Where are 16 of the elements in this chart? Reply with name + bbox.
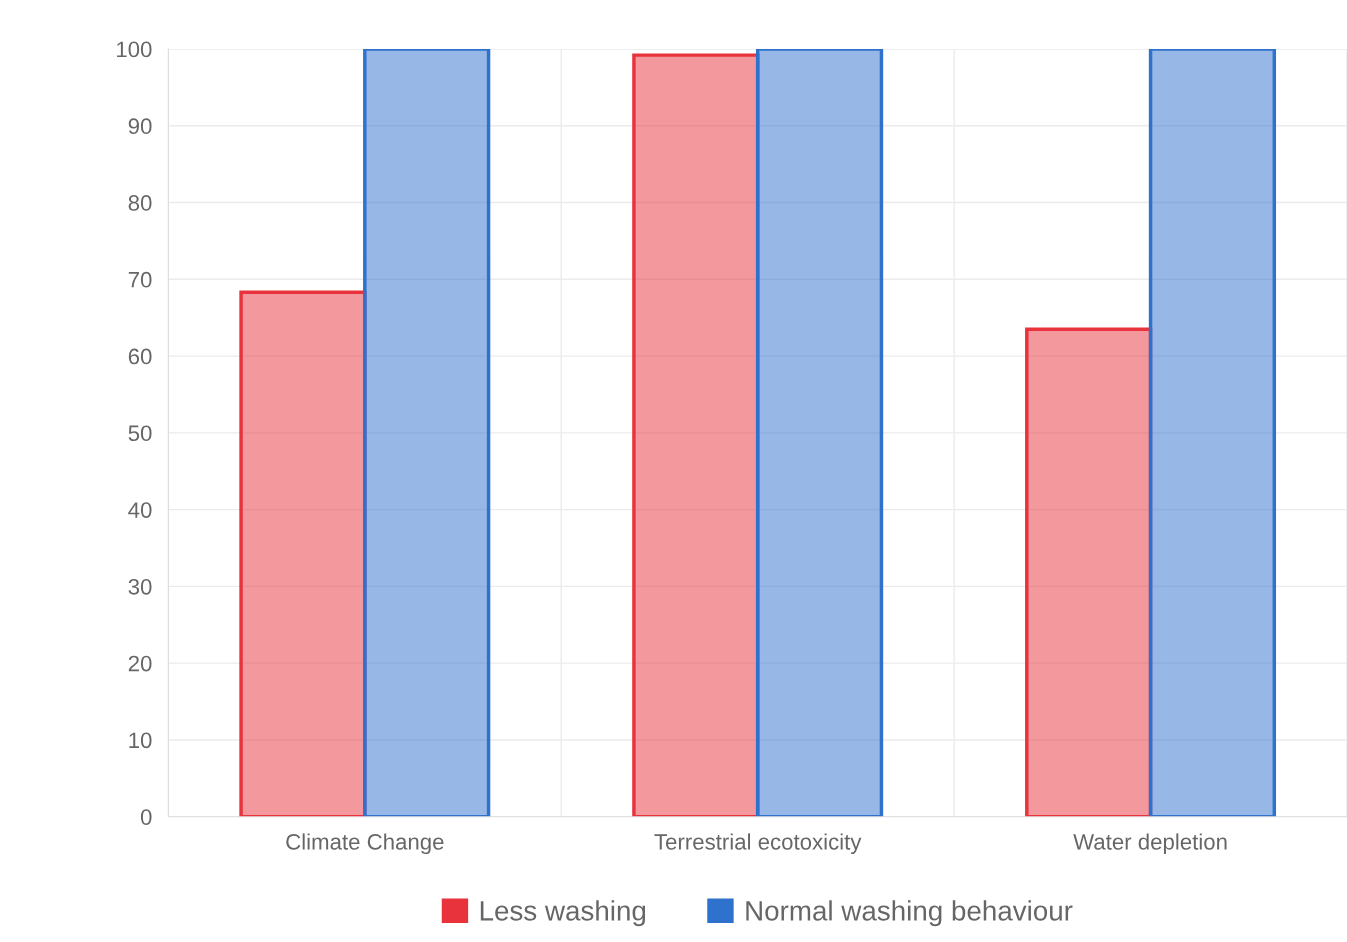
legend-label: Normal washing behaviour — [746, 900, 1073, 927]
y-tick-label: 50 — [128, 425, 152, 442]
y-tick-label: 30 — [128, 578, 152, 595]
y-tick-label: 60 — [128, 348, 152, 365]
y-tick-label: 10 — [129, 732, 152, 749]
y-tick-label: 20 — [128, 655, 152, 672]
x-tick-label: Climate Change — [286, 833, 444, 855]
y-tick-label: 100 — [117, 41, 152, 58]
y-tick-label: 70 — [128, 271, 152, 288]
legend-label: Less washing — [480, 900, 646, 927]
x-tick-label: Terrestrial ecotoxicity — [654, 833, 862, 855]
y-tick-label: 90 — [128, 118, 152, 135]
y-tick-label: 40 — [128, 502, 152, 518]
y-tick-label: 80 — [128, 195, 152, 211]
x-tick-label: Water depletion — [1073, 833, 1227, 855]
y-tick-label: 0 — [140, 809, 152, 825]
